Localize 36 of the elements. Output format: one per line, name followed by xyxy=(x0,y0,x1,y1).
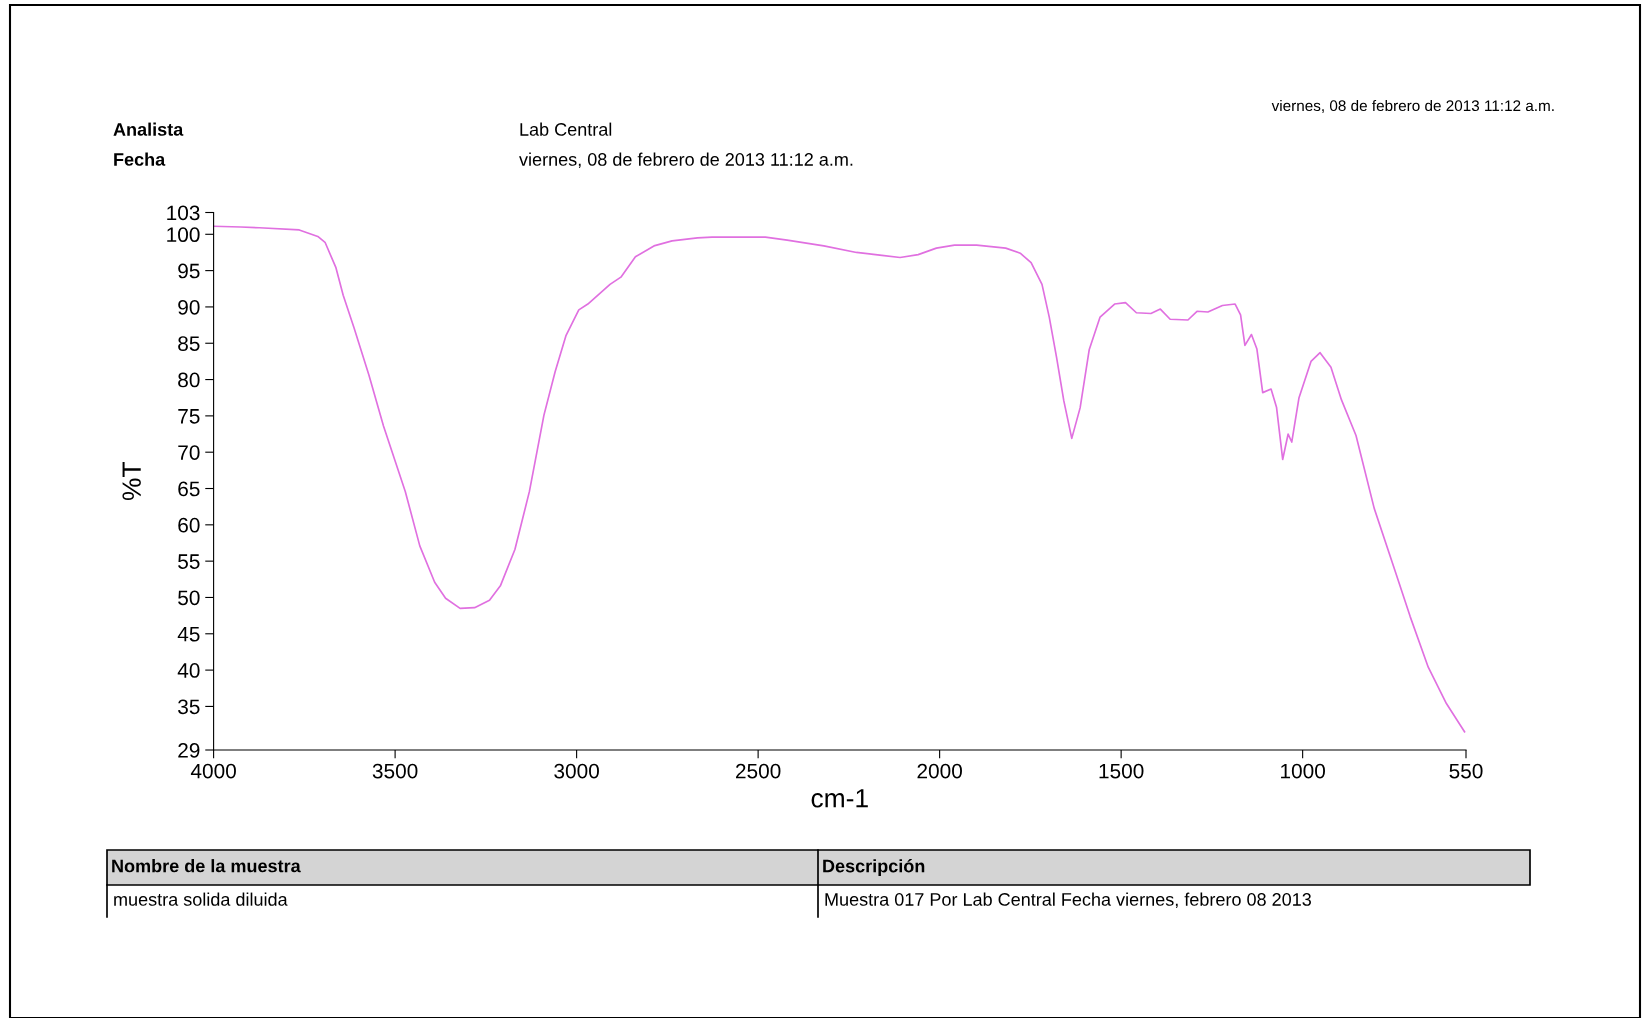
y-axis-title: %T xyxy=(122,462,141,501)
text: Muestra 017 Por Lab Central Fecha viernes, febrero 08 2013 xyxy=(825,892,1311,908)
x-tick-label: 550 xyxy=(1449,763,1483,779)
y-tick-label: 60 xyxy=(178,517,200,533)
x-tick-label: 3500 xyxy=(372,763,418,779)
text: Analista xyxy=(113,122,184,136)
text: Lab Central xyxy=(520,122,612,136)
text: Fecha xyxy=(114,152,166,166)
x-axis-title: cm-1 xyxy=(811,789,868,808)
text: muestra solida diluida xyxy=(114,892,288,906)
y-tick-label: 45 xyxy=(177,627,200,642)
y-tick-label: 90 xyxy=(178,299,200,315)
y-tick-label: 80 xyxy=(178,372,200,388)
y-tick-label: 95 xyxy=(178,263,200,279)
text: Descripción xyxy=(823,859,925,876)
y-tick-label: 29 xyxy=(178,743,200,758)
x-tick-label: 4000 xyxy=(190,763,236,779)
x-tick-label: 1500 xyxy=(1099,763,1144,779)
y-tick-label: 55 xyxy=(178,554,200,569)
x-tick-label: 2500 xyxy=(736,763,781,779)
y-tick-label: 85 xyxy=(178,336,200,351)
y-tick-label: 40 xyxy=(177,663,200,678)
y-tick-label: 103 xyxy=(167,205,200,221)
y-tick-label: 65 xyxy=(178,481,200,497)
text: Nombre de la muestra xyxy=(112,859,301,873)
y-tick-label: 50 xyxy=(178,590,200,606)
y-tick-label: 35 xyxy=(178,699,200,715)
x-tick-label: 1000 xyxy=(1281,763,1325,779)
text: viernes, 08 de febrero de 2013 11:12 a.m. xyxy=(519,152,853,168)
x-tick-label: 3000 xyxy=(554,763,599,779)
y-tick-label: 70 xyxy=(178,445,200,460)
line-series xyxy=(213,225,1466,733)
y-tick-label: 100 xyxy=(167,227,200,243)
x-tick-label: 2000 xyxy=(917,763,962,779)
y-tick-label: 75 xyxy=(178,409,200,424)
text: viernes, 08 de febrero de 2013 11:12 a.m. xyxy=(1271,99,1554,113)
